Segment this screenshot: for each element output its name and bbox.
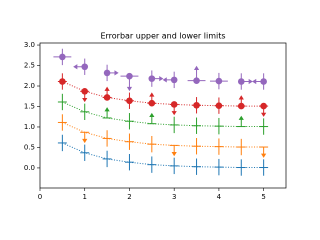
limit-arrow [171, 152, 177, 157]
y-tick-label: 2.5 [24, 62, 35, 70]
plot-frame [39, 42, 287, 189]
x-tick-label: 2 [127, 193, 131, 201]
marker [215, 77, 223, 85]
marker [126, 72, 133, 80]
limit-arrow [82, 138, 88, 144]
limit-arrow [73, 64, 78, 70]
limit-arrow [149, 92, 155, 97]
x-tick-label: 3 [172, 193, 176, 201]
y-tick-label: 0.0 [24, 164, 35, 172]
limit-arrow [261, 112, 267, 117]
marker [260, 102, 267, 110]
limit-arrow [171, 111, 177, 116]
limit-arrow [193, 65, 200, 70]
x-tick-label: 4 [217, 193, 222, 201]
limit-arrow [238, 115, 244, 120]
limit-arrow [104, 86, 110, 91]
marker [103, 94, 111, 101]
marker [81, 88, 89, 95]
limit-arrow [252, 78, 257, 85]
chart: Errorbar upper and lower limits 0.0 0.5 1.… [24, 32, 287, 201]
marker [170, 101, 178, 108]
y-tick-label: 0.5 [24, 143, 35, 151]
chart-title: Errorbar upper and lower limits [100, 32, 225, 41]
marker [237, 102, 245, 110]
x-tick-label: 5 [261, 193, 265, 201]
marker [193, 101, 200, 109]
limit-arrow [104, 107, 110, 112]
limit-arrow [261, 153, 267, 158]
limit-arrow [114, 70, 119, 76]
marker [193, 77, 200, 84]
marker [148, 75, 156, 82]
marker [103, 69, 111, 77]
marker [81, 63, 89, 71]
limit-arrow [126, 86, 133, 92]
marker [59, 53, 66, 61]
limit-arrow [82, 97, 88, 103]
x-tick-label: 0 [38, 193, 42, 201]
series-line [62, 81, 264, 107]
limit-arrow [248, 78, 253, 85]
marker [170, 76, 178, 84]
y-tick-label: 3.0 [24, 41, 35, 49]
marker [260, 78, 267, 85]
y-tick-label: 2.0 [24, 82, 35, 90]
marker [148, 99, 156, 107]
limit-arrow [162, 77, 167, 83]
limit-arrow [159, 76, 164, 82]
y-tick-label: 1.0 [24, 123, 35, 131]
limit-arrow [149, 112, 155, 118]
marker [237, 78, 245, 85]
y-tick-label: 1.5 [24, 102, 35, 110]
marker [59, 78, 66, 85]
marker [215, 102, 223, 109]
limit-arrow [238, 95, 244, 100]
x-tick-label: 1 [82, 193, 86, 201]
marker [126, 97, 133, 105]
